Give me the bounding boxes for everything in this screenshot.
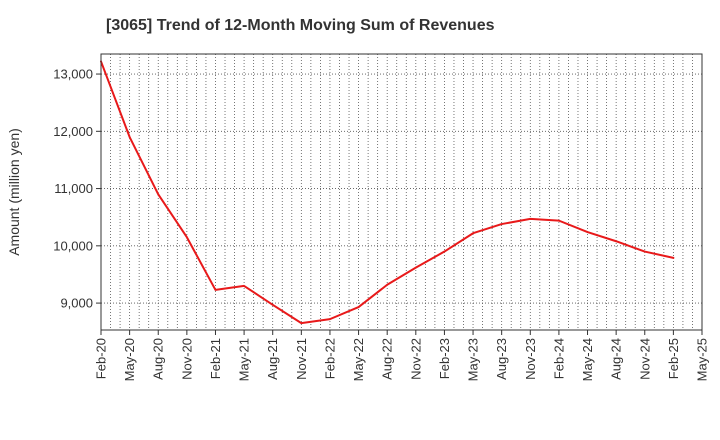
x-tick-label: Nov-24	[637, 338, 652, 380]
x-tick-label: May-23	[466, 338, 481, 381]
x-tick-label: Aug-22	[380, 338, 395, 380]
y-tick-label: 12,000	[53, 124, 93, 139]
x-tick-label: Nov-20	[179, 338, 194, 380]
x-tick-label: Aug-24	[609, 338, 624, 380]
grid-lines	[101, 54, 702, 330]
x-tick-label: May-25	[695, 338, 710, 381]
x-tick-label: Nov-21	[294, 338, 309, 380]
y-axis-ticks: 9,000 10,000 11,000 12,000 13,000	[53, 67, 101, 311]
x-tick-label: Aug-21	[265, 338, 280, 380]
x-tick-label: Feb-23	[437, 338, 452, 379]
x-tick-label: Nov-23	[523, 338, 538, 380]
series-line	[100, 60, 675, 325]
x-tick-label: May-21	[237, 338, 252, 381]
plot-frame	[100, 53, 703, 331]
y-tick-label: 11,000	[54, 181, 93, 196]
x-tick-label: May-20	[122, 338, 137, 381]
series-layer	[100, 60, 675, 325]
y-tick-label: 9,000	[60, 296, 93, 311]
chart-title: [3065] Trend of 12-Month Moving Sum of R…	[106, 17, 495, 34]
y-tick-label: 10,000	[53, 238, 93, 253]
x-tick-label: May-22	[351, 338, 366, 381]
x-tick-label: Feb-24	[551, 338, 566, 379]
x-tick-label: Feb-22	[322, 338, 337, 379]
y-axis-label: Amount (million yen)	[6, 128, 22, 256]
x-tick-label: Feb-21	[208, 338, 223, 379]
x-tick-label: Feb-25	[666, 338, 681, 379]
x-axis-ticks: Feb-20 May-20 Aug-20 Nov-20 Feb-21 May-21 Aug-…	[94, 330, 710, 381]
x-tick-label: Aug-23	[494, 338, 509, 380]
y-tick-label: 13,000	[53, 67, 93, 82]
x-tick-label: Aug-20	[151, 338, 166, 380]
x-tick-label: May-24	[580, 338, 595, 381]
x-tick-label: Feb-20	[94, 338, 109, 379]
x-tick-label: Nov-22	[408, 338, 423, 380]
